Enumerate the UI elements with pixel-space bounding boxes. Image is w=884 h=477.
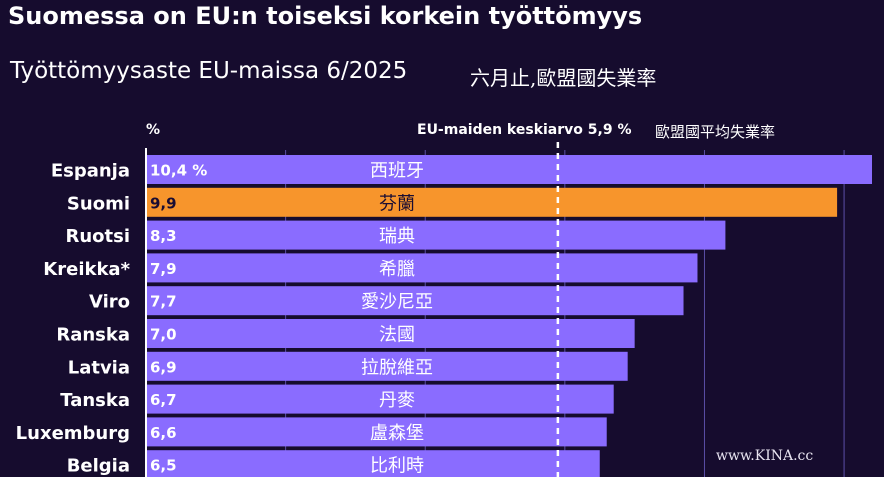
category-label-chinese-3: 希臘 — [379, 259, 415, 280]
average-label-chinese: 歐盟國平均失業率 — [655, 123, 776, 141]
value-label-7: 6,7 — [150, 391, 177, 409]
category-label-chinese-7: 丹麥 — [379, 390, 415, 411]
category-label-chinese-0: 西班牙 — [370, 161, 424, 182]
bar-5 — [147, 319, 635, 348]
bar-0 — [147, 155, 872, 184]
bar-2 — [147, 220, 726, 250]
category-label-8: Luxemburg — [16, 423, 130, 444]
category-label-chinese-6: 拉脫維亞 — [361, 357, 433, 378]
chart-subtitle-chinese: 六月止,歐盟國失業率 — [470, 66, 657, 90]
bar-4 — [147, 286, 684, 316]
category-label-3: Kreikka* — [43, 259, 130, 280]
category-label-9: Belgia — [67, 456, 130, 477]
bar-9 — [147, 450, 600, 477]
value-label-6: 6,9 — [150, 358, 177, 376]
unit-label: % — [146, 122, 161, 138]
chart-title: Suomessa on EU:n toiseksi korkein työttö… — [8, 2, 643, 30]
category-label-6: Latvia — [68, 357, 130, 378]
bar-3 — [147, 253, 698, 283]
value-label-5: 7,0 — [150, 326, 177, 344]
category-label-chinese-4: 愛沙尼亞 — [361, 292, 433, 313]
category-label-chinese-1: 芬蘭 — [379, 193, 415, 214]
category-label-1: Suomi — [67, 193, 130, 214]
category-label-7: Tanska — [60, 390, 130, 411]
category-label-5: Ranska — [56, 325, 130, 346]
category-label-4: Viro — [89, 292, 130, 313]
category-label-2: Ruotsi — [65, 226, 130, 247]
value-label-3: 7,9 — [150, 260, 177, 278]
chart-subtitle: Työttömyysaste EU-maissa 6/2025 — [10, 58, 408, 84]
bar-8 — [147, 417, 607, 447]
value-label-2: 8,3 — [150, 227, 177, 245]
watermark: www.KINA.cc — [716, 448, 814, 464]
bar-7 — [147, 384, 614, 414]
average-label: EU-maiden keskiarvo 5,9 % — [417, 122, 632, 138]
value-label-4: 7,7 — [150, 293, 177, 311]
value-label-1: 9,9 — [150, 194, 177, 212]
bar-1 — [147, 187, 838, 217]
value-label-0: 10,4 % — [150, 162, 207, 180]
value-label-8: 6,6 — [150, 424, 177, 442]
category-label-chinese-2: 瑞典 — [379, 226, 415, 247]
category-label-chinese-9: 比利時 — [370, 456, 424, 477]
category-label-chinese-5: 法國 — [379, 325, 415, 346]
bar-6 — [147, 351, 628, 381]
category-label-chinese-8: 盧森堡 — [370, 423, 424, 444]
category-label-0: Espanja — [51, 161, 130, 182]
value-label-9: 6,5 — [150, 457, 177, 475]
